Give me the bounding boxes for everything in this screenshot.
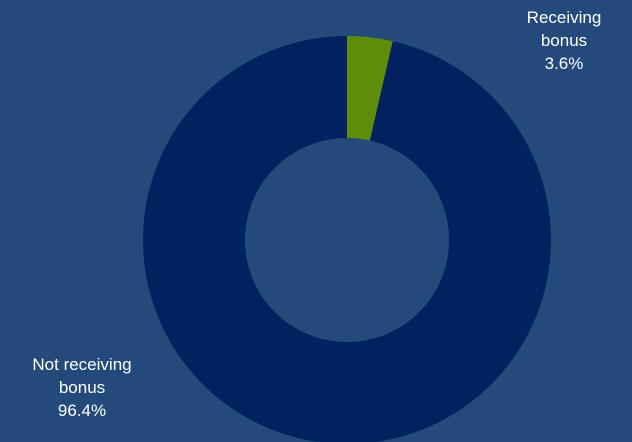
slice-label-not-receiving-percent: 96.4% (57, 401, 107, 420)
slice-label-not-receiving-line1: Not receiving (32, 355, 132, 374)
donut-hole (245, 138, 449, 342)
slice-label-receiving-line2: bonus (540, 31, 588, 50)
donut-slices (143, 36, 551, 442)
slice-not-receiving-bonus (143, 36, 551, 442)
slice-label-receiving-percent: 3.6% (544, 54, 584, 73)
slice-label-receiving-line1: Receiving (526, 8, 602, 27)
slice-label-receiving-bonus: Receiving bonus 3.6% (512, 6, 616, 75)
slice-label-not-receiving-bonus: Not receiving bonus 96.4% (0, 353, 164, 422)
slice-receiving-bonus (347, 36, 393, 141)
slice-label-not-receiving-line2: bonus (58, 378, 106, 397)
